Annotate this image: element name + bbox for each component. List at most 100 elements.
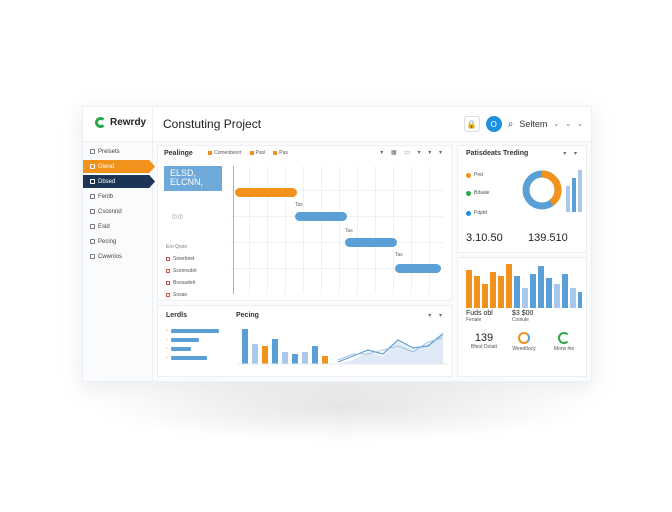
stat-sub: Cooiule: [512, 317, 529, 323]
stat-left: 3.10.50: [466, 232, 503, 244]
hbar-row: ◦: [166, 344, 219, 353]
search-label[interactable]: Seltem: [519, 119, 548, 129]
sidebar-item-label: Glend: [98, 163, 115, 170]
trend-title: Lerdls: [166, 312, 188, 319]
gantt-bar[interactable]: [295, 212, 347, 221]
gantt-bar[interactable]: [345, 238, 397, 247]
lock-icon[interactable]: 🔒: [463, 116, 480, 132]
checkbox[interactable]: [166, 269, 170, 273]
ring-icon: [546, 332, 582, 346]
trending-panel: Patisdeats Treding ▾ ▾ Ped Bdaale Pdptd …: [457, 145, 587, 253]
gantt-toolbar-icons[interactable]: ▾ ▦ ▭ ▾ ▾ ▾: [380, 150, 445, 156]
kpi-value: 139: [474, 332, 494, 344]
kpi-card[interactable]: 139 Bfeot Dolatt: [466, 332, 502, 350]
list-item[interactable]: Sceonsdet: [166, 268, 197, 274]
checkbox[interactable]: [166, 293, 170, 297]
hbar-row: ◦: [166, 335, 219, 344]
list-item-label: Bsosadett: [173, 280, 196, 286]
legend-label: Bdaale: [474, 190, 490, 196]
sidebar-item-esld[interactable]: Esld: [83, 220, 152, 233]
ring-icon: [506, 332, 542, 346]
legend-item: Bdaale: [466, 190, 490, 196]
topbar-actions: 🔒 O ⌕ Seltem ⌄ ⌄ ⌄: [463, 116, 583, 132]
checkbox[interactable]: [166, 281, 170, 285]
chevron-down-icon[interactable]: ⌄: [553, 121, 560, 128]
list-item[interactable]: Bsosadett: [166, 280, 195, 286]
stat-block: $3 $00 Cooiule: [512, 310, 533, 323]
today-marker: [233, 166, 234, 294]
list-item[interactable]: Sinerbeet: [166, 256, 194, 262]
chevron-down-icon[interactable]: ⌄: [565, 121, 572, 128]
sidebar-item-fenlb[interactable]: Fenlb: [83, 190, 152, 203]
kpi-label: Bfeot Dolatt: [470, 344, 498, 350]
gantt-bar[interactable]: [235, 188, 297, 197]
sidebar: Preisets Glend Dbsed Fenlb Csosnnd Esld …: [83, 143, 155, 263]
window-shadow: [92, 372, 592, 442]
calendar-icon: [90, 224, 95, 229]
mini-icons: ◫ ◫: [172, 214, 183, 220]
stat-sub: Fenale: [466, 317, 482, 323]
sidebar-item-label: Esld: [98, 223, 110, 230]
folder-icon: [90, 149, 95, 154]
pricing-title: Pecing: [236, 312, 259, 319]
stat-label: Fuds obl: [466, 310, 493, 317]
sidebar-item-csosnnd[interactable]: Csosnnd: [83, 205, 152, 218]
app-logo[interactable]: Rewrdy: [95, 117, 146, 128]
bar-label: Tas: [345, 228, 353, 234]
legend-label: Pasl: [255, 150, 266, 156]
sidebar-item-label: Csosnnd: [98, 208, 122, 215]
list-item-label: Sosae: [173, 292, 188, 298]
bar-chart: [466, 264, 582, 308]
hbar-list: ◦ ◦ ◦ ◦: [166, 326, 219, 362]
file-icon: [90, 194, 95, 199]
gantt-bar[interactable]: [395, 264, 441, 273]
gantt-legend: Comenbeort Pasl Pas: [208, 150, 288, 156]
panel-menu-icons[interactable]: ▾ ▾: [428, 313, 445, 319]
donut-chart: [522, 170, 582, 212]
hbar-row: ◦: [166, 326, 219, 335]
hbar: [170, 337, 199, 342]
gantt-grid: Tas Tas Tas: [231, 166, 443, 294]
page-title: Constuting Project: [163, 117, 262, 131]
sidebar-item-label: Cwwnios: [98, 253, 123, 260]
sidebar-item-label: Pecing: [98, 238, 117, 245]
legend-item: Ped: [466, 172, 483, 178]
hbar: [170, 346, 191, 351]
list-item-label: Sinerbeet: [173, 256, 195, 262]
legend-label: Pdptd: [474, 210, 488, 216]
gantt-panel: Pealinge Comenbeort Pasl Pas ▾ ▦ ▭ ▾ ▾ ▾…: [157, 145, 452, 301]
sidebar-item-pecing[interactable]: Pecing: [83, 235, 152, 248]
trending-title: Patisdeats Treding: [466, 150, 529, 157]
doc-icon: [90, 164, 95, 169]
legend-label: Pas: [279, 150, 288, 156]
search-icon[interactable]: ⌕: [507, 118, 514, 130]
checkbox[interactable]: [166, 257, 170, 261]
stat-label: $3 $00: [512, 310, 534, 317]
panel-menu-icons[interactable]: ▾ ▾: [563, 151, 580, 157]
avatar[interactable]: O: [485, 116, 502, 132]
kpi-label: Weedtlocy: [512, 346, 536, 352]
legend-label: Comenbeort: [214, 150, 242, 156]
bottom-left-panel: Lerdls Pecing ▾ ▾ ◦ ◦ ◦ ◦: [157, 305, 452, 377]
kpi-card[interactable]: Weedtlocy: [506, 332, 542, 352]
gantt-summary-label: ELSD, ELCNN,: [164, 166, 222, 191]
legend-item: Comenbeort: [208, 150, 242, 156]
sidebar-item-label: Dbsed: [98, 178, 116, 185]
gear-icon: [90, 209, 95, 214]
list-item[interactable]: Sosae: [166, 292, 187, 298]
sidebar-item-presets[interactable]: Preisets: [83, 145, 152, 158]
logo-text: Rewrdy: [110, 117, 147, 128]
sidebar-item-label: Fenlb: [98, 193, 114, 200]
stat-right: 139.510: [528, 232, 568, 244]
chevron-down-icon[interactable]: ⌄: [577, 121, 583, 128]
sidebar-item-active[interactable]: Glend: [83, 160, 155, 173]
legend-item: Pasl: [249, 150, 266, 156]
legend-item: Pas: [273, 150, 288, 156]
sidebar-item-cwwnios[interactable]: Cwwnios: [83, 250, 152, 263]
summary-line: ELCNN,: [170, 177, 204, 187]
stat-block: Fuds obl Fenale: [466, 310, 493, 323]
hbar: [170, 355, 207, 360]
sidebar-item-selected[interactable]: Dbsed: [83, 175, 155, 188]
kpi-card[interactable]: Morw hie: [546, 332, 582, 352]
app-window: Rewrdy Constuting Project 🔒 O ⌕ Seltem ⌄…: [82, 106, 592, 382]
